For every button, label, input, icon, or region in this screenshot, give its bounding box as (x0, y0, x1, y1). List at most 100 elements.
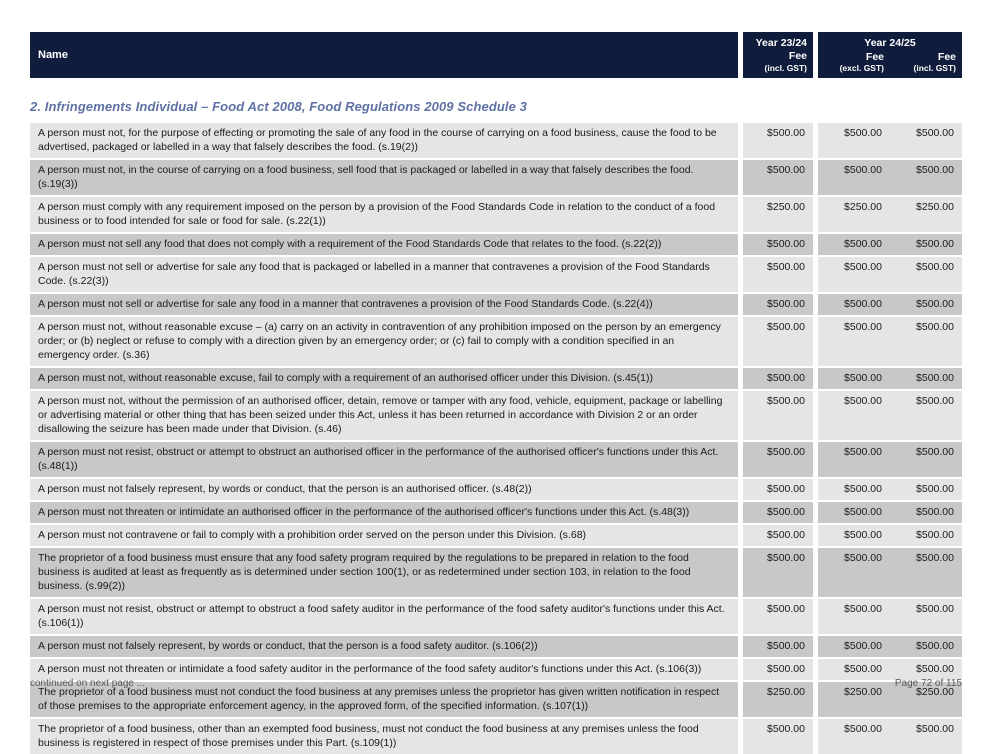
fee-2425-incl: $500.00 (890, 234, 962, 255)
fee-2324-incl: $500.00 (743, 368, 813, 389)
row-description: A person must not, without reasonable ex… (30, 368, 738, 389)
year-2425-excl-fee-label: Fee (865, 51, 884, 63)
fee-2425-incl: $500.00 (890, 636, 962, 657)
table-row: The proprietor of a food business must e… (30, 548, 962, 597)
fee-2324-incl: $500.00 (743, 548, 813, 597)
fee-2324-incl: $500.00 (743, 317, 813, 366)
fee-2425-block: $500.00 $500.00 (818, 234, 962, 255)
fee-2324-incl: $500.00 (743, 257, 813, 292)
fee-2425-incl: $500.00 (890, 160, 962, 195)
fee-2425-incl: $500.00 (890, 599, 962, 634)
row-description: The proprietor of a food business, other… (30, 719, 738, 754)
fee-2324-incl: $500.00 (743, 599, 813, 634)
table-row: A person must not sell or advertise for … (30, 257, 962, 292)
fee-2425-excl: $500.00 (818, 442, 890, 477)
document-page: Name Year 23/24 Fee (incl. GST) Year 24/… (30, 32, 962, 754)
fee-2425-excl: $500.00 (818, 502, 890, 523)
fee-2425-excl: $500.00 (818, 548, 890, 597)
fee-2324-incl: $500.00 (743, 294, 813, 315)
fee-2425-excl: $500.00 (818, 317, 890, 366)
row-description: A person must not threaten or intimidate… (30, 659, 738, 680)
fee-2425-excl: $500.00 (818, 659, 890, 680)
fee-2425-excl: $500.00 (818, 479, 890, 500)
table-row: A person must not threaten or intimidate… (30, 502, 962, 523)
table-row: A person must not falsely represent, by … (30, 636, 962, 657)
table-row: A person must not resist, obstruct or at… (30, 599, 962, 634)
table-row: A person must not, without the permissio… (30, 391, 962, 440)
row-description: A person must not falsely represent, by … (30, 636, 738, 657)
fee-2425-block: $250.00 $250.00 (818, 197, 962, 232)
row-description: A person must not resist, obstruct or at… (30, 599, 738, 634)
row-description: A person must not threaten or intimidate… (30, 502, 738, 523)
fee-2425-excl: $500.00 (818, 636, 890, 657)
fee-2425-block: $500.00 $500.00 (818, 548, 962, 597)
table-row: A person must not resist, obstruct or at… (30, 442, 962, 477)
fee-2425-excl: $500.00 (818, 391, 890, 440)
column-header-year-2425: Year 24/25 Fee (excl. GST) Fee (incl. GS… (818, 32, 962, 78)
fee-2324-incl: $500.00 (743, 123, 813, 158)
fee-2425-block: $500.00 $500.00 (818, 391, 962, 440)
continued-note: continued on next page ... (30, 678, 146, 689)
fee-2324-incl: $500.00 (743, 719, 813, 754)
fee-2425-block: $500.00 $500.00 (818, 294, 962, 315)
fee-2425-incl: $500.00 (890, 391, 962, 440)
name-column-label: Name (38, 49, 68, 61)
table-row: A person must not, in the course of carr… (30, 160, 962, 195)
fee-2324-incl: $500.00 (743, 442, 813, 477)
fee-2425-incl: $250.00 (890, 197, 962, 232)
fee-2425-incl: $500.00 (890, 317, 962, 366)
table-row: A person must not sell or advertise for … (30, 294, 962, 315)
fee-2425-block: $500.00 $500.00 (818, 368, 962, 389)
column-header-year-2324: Year 23/24 Fee (incl. GST) (743, 32, 813, 78)
fee-2324-incl: $500.00 (743, 502, 813, 523)
fee-2324-incl: $500.00 (743, 160, 813, 195)
row-description: A person must not, without reasonable ex… (30, 317, 738, 366)
year-2425-excl-header: Fee (excl. GST) (818, 51, 890, 73)
fee-2425-excl: $500.00 (818, 123, 890, 158)
fee-2324-incl: $500.00 (743, 659, 813, 680)
table-row: A person must comply with any requiremen… (30, 197, 962, 232)
fee-2425-excl: $500.00 (818, 525, 890, 546)
fee-2425-block: $500.00 $500.00 (818, 479, 962, 500)
column-header-name: Name (30, 32, 738, 78)
fee-2425-block: $500.00 $500.00 (818, 502, 962, 523)
fee-2425-incl: $500.00 (890, 442, 962, 477)
fee-2425-block: $500.00 $500.00 (818, 160, 962, 195)
year-2425-title: Year 24/25 (864, 37, 916, 49)
fee-2425-block: $500.00 $500.00 (818, 317, 962, 366)
table-row: A person must not, without reasonable ex… (30, 368, 962, 389)
fee-2425-excl: $500.00 (818, 160, 890, 195)
fee-2425-excl: $500.00 (818, 719, 890, 754)
section-title: 2. Infringements Individual – Food Act 2… (30, 99, 527, 114)
fee-2324-incl: $500.00 (743, 479, 813, 500)
row-description: A person must not sell or advertise for … (30, 294, 738, 315)
fee-table: A person must not, for the purpose of ef… (30, 123, 962, 754)
fee-2425-excl: $250.00 (818, 197, 890, 232)
table-row: The proprietor of a food business must n… (30, 682, 962, 717)
row-description: A person must not, for the purpose of ef… (30, 123, 738, 158)
row-description: A person must not sell any food that doe… (30, 234, 738, 255)
year-2425-incl-gst-label: (incl. GST) (913, 63, 957, 73)
year-2324-gst-label: (incl. GST) (764, 63, 808, 73)
fee-2324-incl: $500.00 (743, 234, 813, 255)
table-row: The proprietor of a food business, other… (30, 719, 962, 754)
fee-2324-incl: $250.00 (743, 197, 813, 232)
fee-2425-block: $500.00 $500.00 (818, 257, 962, 292)
fee-2425-incl: $500.00 (890, 479, 962, 500)
fee-2425-block: $500.00 $500.00 (818, 659, 962, 680)
row-description: A person must not, in the course of carr… (30, 160, 738, 195)
fee-2425-block: $500.00 $500.00 (818, 442, 962, 477)
row-description: A person must comply with any requiremen… (30, 197, 738, 232)
row-description: The proprietor of a food business must e… (30, 548, 738, 597)
fee-2425-incl: $500.00 (890, 257, 962, 292)
fee-2324-incl: $250.00 (743, 682, 813, 717)
fee-2425-incl: $500.00 (890, 123, 962, 158)
year-2425-excl-gst-label: (excl. GST) (839, 63, 884, 73)
fee-2425-excl: $500.00 (818, 599, 890, 634)
fee-2425-incl: $500.00 (890, 525, 962, 546)
fee-2425-excl: $500.00 (818, 257, 890, 292)
table-row: A person must not threaten or intimidate… (30, 659, 962, 680)
fee-2425-incl: $500.00 (890, 659, 962, 680)
year-2425-incl-header: Fee (incl. GST) (890, 51, 962, 73)
fee-2425-block: $500.00 $500.00 (818, 599, 962, 634)
